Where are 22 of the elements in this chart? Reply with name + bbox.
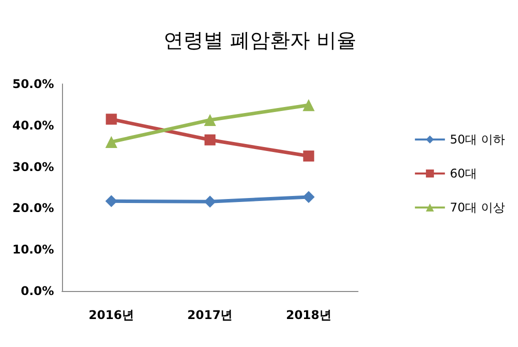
point [106,114,117,125]
legend-label: 50대 이하 [450,132,506,146]
point [105,195,118,208]
point [302,191,315,204]
point [204,196,216,208]
y-tick-label: 40.0% [12,118,54,132]
y-tick-label: 20.0% [12,201,54,216]
point [105,136,118,148]
y-tick-label: 30.0% [12,160,54,174]
x-tick-label: 2017년 [187,308,233,322]
point [302,99,315,112]
point [204,134,216,146]
legend-label: 70대 이상 [450,200,506,214]
point [204,114,216,126]
x-tick-label: 2016년 [88,308,134,322]
x-tick-label: 2018년 [286,308,332,322]
legend-label: 60대 [450,166,478,180]
y-tick-label: 10.0% [12,242,54,257]
point [303,150,314,162]
y-tick-label: 0.0% [20,284,54,298]
y-tick-label: 50.0% [12,77,54,91]
chart-title: 연령별 폐암환자 비율 [164,28,356,52]
